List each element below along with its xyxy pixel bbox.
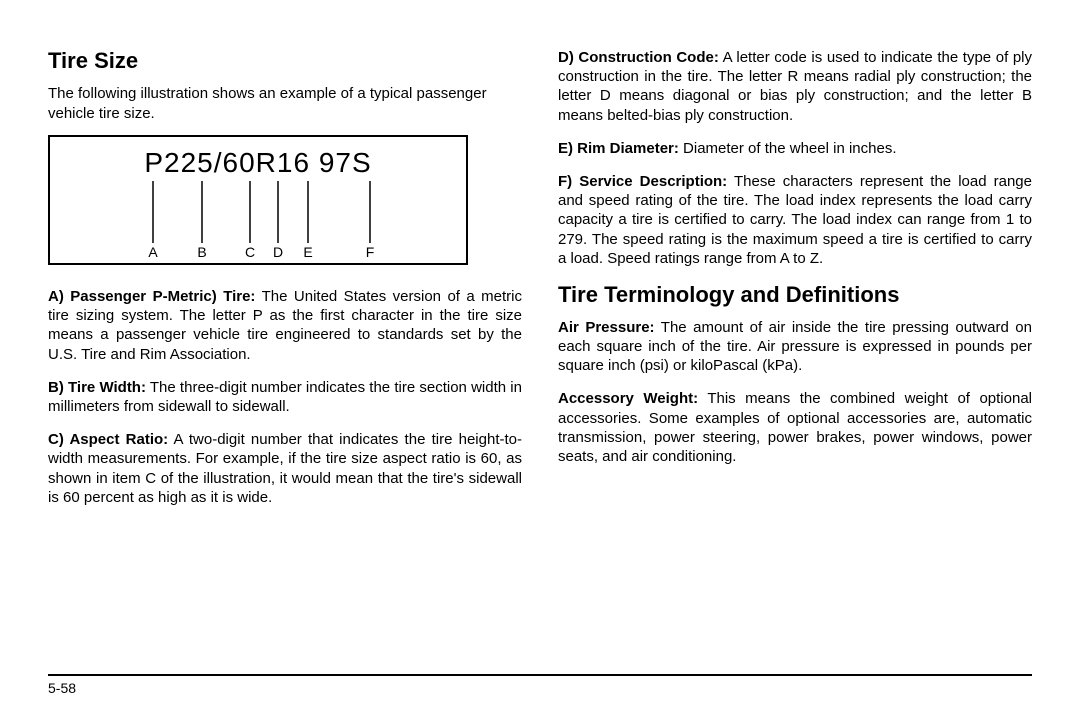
definition-item: B) Tire Width: The three-digit number in… bbox=[48, 378, 522, 416]
right-definitions-bottom: Air Pressure: The amount of air inside t… bbox=[558, 318, 1032, 466]
svg-text:B: B bbox=[197, 244, 206, 260]
right-column: D) Construction Code: A letter code is u… bbox=[558, 48, 1032, 648]
tire-size-heading: Tire Size bbox=[48, 48, 522, 74]
definition-item: Air Pressure: The amount of air inside t… bbox=[558, 318, 1032, 376]
svg-text:A: A bbox=[148, 244, 158, 260]
svg-text:F: F bbox=[366, 244, 375, 260]
definition-label: B) Tire Width: bbox=[48, 379, 146, 396]
definition-label: Accessory Weight: bbox=[558, 390, 698, 407]
two-column-layout: Tire Size The following illustration sho… bbox=[48, 48, 1032, 648]
svg-text:E: E bbox=[303, 244, 312, 260]
definition-label: E) Rim Diameter: bbox=[558, 140, 679, 157]
tire-size-intro: The following illustration shows an exam… bbox=[48, 84, 522, 123]
definition-item: D) Construction Code: A letter code is u… bbox=[558, 48, 1032, 125]
left-definitions: A) Passenger P-Metric) Tire: The United … bbox=[48, 287, 522, 507]
definition-label: A) Passenger P-Metric) Tire: bbox=[48, 288, 255, 305]
tire-code-callouts: A B C D E F bbox=[50, 137, 470, 267]
definition-item: F) Service Description: These characters… bbox=[558, 172, 1032, 268]
right-definitions-top: D) Construction Code: A letter code is u… bbox=[558, 48, 1032, 268]
svg-text:D: D bbox=[273, 244, 283, 260]
definition-item: Accessory Weight: This means the combine… bbox=[558, 389, 1032, 466]
svg-text:C: C bbox=[245, 244, 255, 260]
definition-item: A) Passenger P-Metric) Tire: The United … bbox=[48, 287, 522, 364]
definition-label: Air Pressure: bbox=[558, 319, 655, 336]
definition-item: E) Rim Diameter: Diameter of the wheel i… bbox=[558, 139, 1032, 158]
definition-item: C) Aspect Ratio: A two-digit number that… bbox=[48, 430, 522, 507]
definition-label: C) Aspect Ratio: bbox=[48, 431, 168, 448]
page-number: 5-58 bbox=[48, 680, 76, 696]
definition-label: F) Service Description: bbox=[558, 173, 727, 190]
page-footer: 5-58 bbox=[48, 674, 1032, 696]
left-column: Tire Size The following illustration sho… bbox=[48, 48, 522, 648]
tire-size-figure: P225/60R16 97S ABCDEF bbox=[48, 135, 468, 265]
terminology-heading: Tire Terminology and Definitions bbox=[558, 282, 1032, 308]
definition-label: D) Construction Code: bbox=[558, 49, 719, 66]
